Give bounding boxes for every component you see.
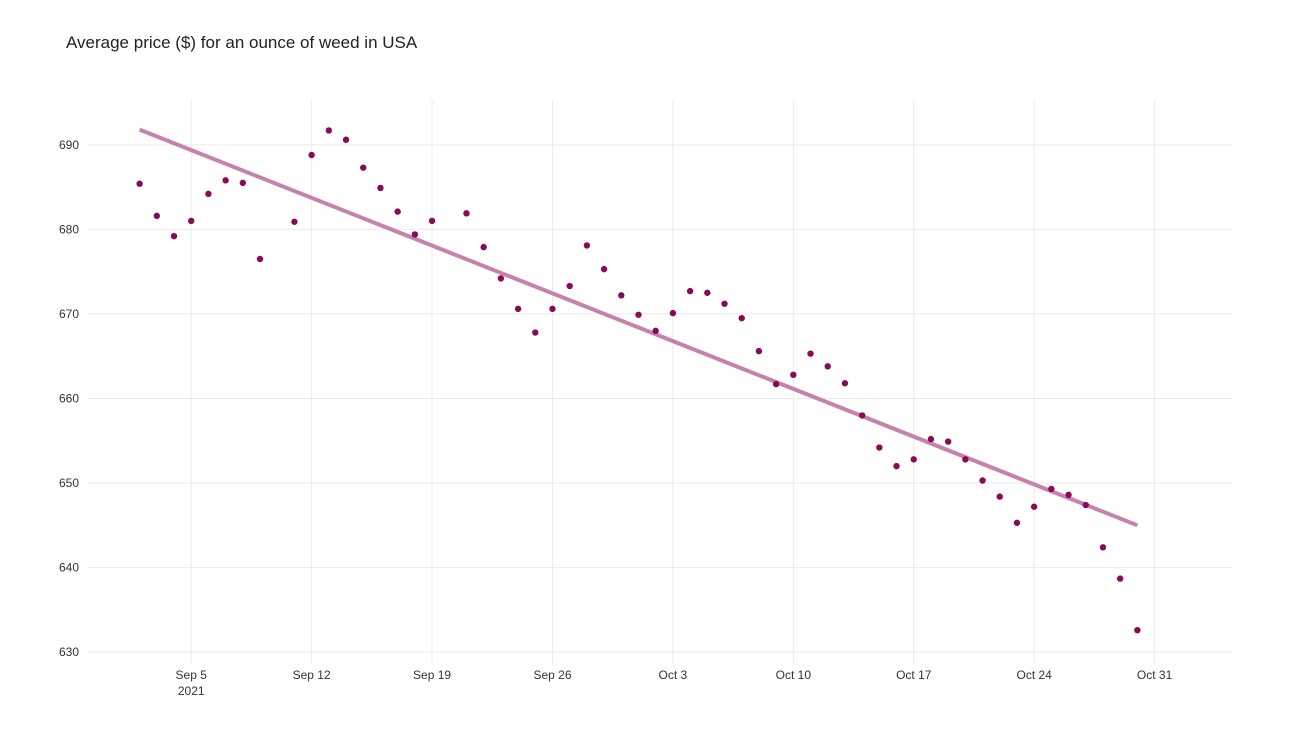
data-point	[549, 305, 556, 313]
data-point	[876, 444, 883, 451]
data-point	[962, 456, 969, 463]
y-tick-label: 650	[59, 476, 79, 490]
data-point	[239, 179, 247, 187]
x-tick-label: Sep 5	[176, 668, 208, 682]
data-point	[497, 275, 505, 282]
grid	[88, 100, 1232, 664]
y-tick-label: 680	[59, 222, 79, 236]
axes: Sep 5 Sep 12 Sep 19 Sep 26 Oct 3 Oct 10 Oct 17…	[59, 138, 1173, 698]
x-tick-label: Oct 24	[1016, 668, 1052, 682]
x-tick-label: Oct 10	[776, 668, 812, 682]
data-point	[463, 210, 470, 217]
data-point	[153, 212, 161, 220]
x-tick-label: Sep 19	[413, 668, 451, 682]
data-point	[222, 177, 229, 184]
data-point	[583, 242, 591, 249]
x-year-label: 2021	[178, 684, 205, 698]
data-point	[394, 208, 401, 215]
data-point	[944, 438, 952, 445]
data-point	[807, 350, 814, 357]
data-point	[308, 151, 315, 159]
x-tick-label: Oct 17	[896, 668, 932, 682]
x-tick-label: Oct 3	[659, 668, 688, 682]
data-point	[772, 380, 780, 388]
data-point	[669, 309, 677, 317]
data-point	[1116, 575, 1124, 582]
data-point	[514, 305, 522, 313]
data-point	[1065, 491, 1072, 499]
data-point	[377, 184, 384, 192]
data-point	[979, 477, 986, 484]
data-point	[342, 136, 350, 143]
chart-title: Average price ($) for an ounce of weed i…	[66, 33, 418, 52]
data-point	[755, 347, 763, 355]
data-point	[566, 282, 573, 290]
data-point	[291, 218, 298, 225]
data-point	[721, 300, 728, 307]
x-tick-label: Sep 12	[293, 668, 331, 682]
data-point	[325, 127, 333, 134]
data-point	[1134, 626, 1141, 634]
y-tick-label: 670	[59, 307, 79, 321]
data-point	[188, 217, 195, 225]
data-point	[686, 287, 694, 295]
data-point	[635, 311, 642, 318]
data-point	[790, 371, 797, 379]
x-tick-label: Oct 31	[1137, 668, 1173, 682]
data-point	[480, 243, 487, 251]
data-point	[927, 435, 935, 443]
trend-line-layer	[138, 127, 1139, 528]
data-point	[996, 493, 1003, 500]
data-point	[738, 314, 745, 322]
data-point	[136, 180, 143, 187]
data-point	[360, 164, 367, 171]
data-point	[1013, 519, 1021, 526]
y-tick-label: 640	[59, 561, 79, 575]
data-point	[532, 329, 539, 336]
data-point	[1048, 485, 1055, 493]
data-point	[841, 380, 849, 387]
data-point	[1099, 544, 1107, 551]
data-point	[1030, 503, 1038, 510]
data-point	[652, 327, 659, 335]
y-tick-label: 660	[59, 391, 79, 405]
data-point	[600, 265, 608, 273]
data-point	[205, 190, 212, 198]
data-points	[136, 127, 1141, 634]
data-point	[824, 363, 831, 370]
data-point	[618, 292, 625, 299]
data-point	[910, 456, 917, 463]
data-point	[893, 462, 900, 470]
data-point	[704, 289, 711, 296]
y-tick-label: 630	[59, 645, 79, 659]
data-point	[1082, 501, 1089, 509]
data-point	[858, 412, 866, 419]
data-point	[411, 231, 419, 238]
data-point	[170, 232, 178, 240]
x-tick-label: Sep 26	[533, 668, 571, 682]
data-point	[428, 217, 436, 225]
y-tick-label: 690	[59, 138, 79, 152]
trend-line	[138, 127, 1139, 528]
data-point	[256, 255, 264, 263]
